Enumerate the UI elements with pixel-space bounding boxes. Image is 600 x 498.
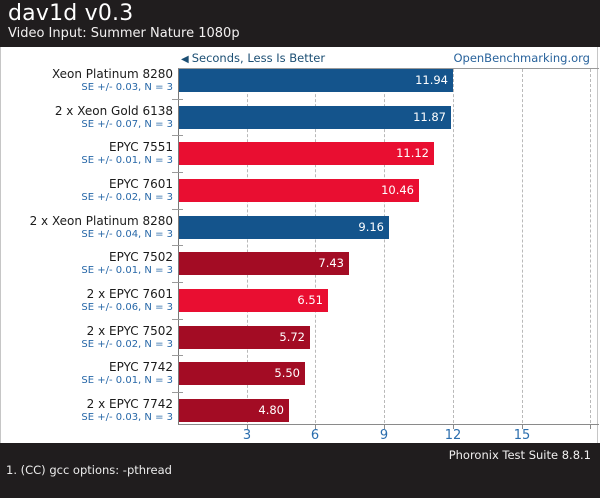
result-value: 11.94 [415, 73, 448, 87]
x-axis-label: 9 [379, 428, 389, 443]
page-title: dav1d v0.3 [8, 1, 134, 26]
result-value: 11.87 [413, 110, 446, 124]
row-label: 2 x EPYC 7601 SE +/- 0.06, N = 3 [1, 287, 173, 314]
standard-error-label: SE +/- 0.02, N = 3 [81, 192, 173, 203]
graph-footer: Phoronix Test Suite 8.8.1 1. (CC) gcc op… [0, 443, 600, 498]
gridline-12 [453, 69, 454, 423]
category-tick [172, 392, 183, 393]
device-name: Xeon Platinum 8280 [51, 67, 173, 81]
device-name: 2 x EPYC 7502 [86, 324, 173, 338]
result-bar: 11.12 [179, 142, 434, 165]
x-axis-tick [315, 424, 316, 429]
device-name: EPYC 7601 [109, 177, 173, 191]
unit-direction-label: ◀ Seconds, Less Is Better [181, 51, 325, 65]
device-name: EPYC 7742 [109, 360, 173, 374]
x-axis-label: 12 [444, 428, 462, 443]
category-tick [172, 135, 183, 136]
standard-error-label: SE +/- 0.01, N = 3 [81, 375, 173, 386]
row-label: EPYC 7502 SE +/- 0.01, N = 3 [1, 250, 173, 277]
device-name: 2 x Xeon Platinum 8280 [29, 214, 173, 228]
category-tick [172, 282, 183, 283]
device-name: 2 x EPYC 7601 [86, 287, 173, 301]
x-axis-label: 6 [310, 428, 320, 443]
x-axis-tick [453, 424, 454, 429]
category-tick [172, 319, 183, 320]
row-label: 2 x EPYC 7502 SE +/- 0.02, N = 3 [1, 324, 173, 351]
result-bar: 11.94 [179, 69, 453, 92]
result-value: 5.72 [279, 330, 305, 344]
result-value: 10.46 [381, 183, 414, 197]
result-bar: 4.80 [179, 399, 289, 422]
unit-direction-text: Seconds, Less Is Better [191, 51, 326, 65]
row-label: 2 x Xeon Gold 6138 SE +/- 0.07, N = 3 [1, 104, 173, 131]
result-value: 9.16 [358, 220, 384, 234]
row-label: EPYC 7742 SE +/- 0.01, N = 3 [1, 360, 173, 387]
result-value: 11.12 [396, 146, 429, 160]
result-bar: 11.87 [179, 106, 451, 129]
x-axis-label: 3 [242, 428, 252, 443]
category-tick [172, 245, 183, 246]
x-axis-tick [590, 424, 591, 429]
compiler-footnote: 1. (CC) gcc options: -pthread [6, 463, 172, 477]
standard-error-label: SE +/- 0.06, N = 3 [81, 302, 173, 313]
gridline-3 [247, 69, 248, 423]
category-tick [172, 172, 183, 173]
row-label: Xeon Platinum 8280 SE +/- 0.03, N = 3 [1, 67, 173, 94]
x-axis-tick [384, 424, 385, 429]
standard-error-label: SE +/- 0.01, N = 3 [81, 265, 173, 276]
standard-error-label: SE +/- 0.04, N = 3 [81, 229, 173, 240]
device-name: EPYC 7502 [109, 250, 173, 264]
graph-header: dav1d v0.3 Video Input: Summer Nature 10… [0, 0, 600, 47]
device-name: 2 x Xeon Gold 6138 [54, 104, 173, 118]
x-axis-label: 15 [513, 428, 531, 443]
test-suite-version: Phoronix Test Suite 8.8.1 [448, 448, 591, 462]
device-name: 2 x EPYC 7742 [86, 397, 173, 411]
result-bar: 9.16 [179, 216, 389, 239]
plot-frame [178, 68, 599, 425]
standard-error-label: SE +/- 0.07, N = 3 [81, 119, 173, 130]
category-tick [172, 99, 183, 100]
result-value: 5.50 [274, 366, 300, 380]
gridline-6 [315, 69, 316, 423]
result-bar: 5.50 [179, 362, 305, 385]
row-label: 2 x Xeon Platinum 8280 SE +/- 0.04, N = 3 [1, 214, 173, 241]
row-label: EPYC 7601 SE +/- 0.02, N = 3 [1, 177, 173, 204]
result-bar: 5.72 [179, 326, 310, 349]
result-value: 4.80 [258, 403, 284, 417]
chart-area: ◀ Seconds, Less Is Better OpenBenchmarkin… [0, 47, 599, 443]
result-value: 6.51 [297, 293, 323, 307]
result-bar: 10.46 [179, 179, 419, 202]
page-subtitle: Video Input: Summer Nature 1080p [8, 26, 240, 41]
category-tick [172, 209, 183, 210]
openbenchmarking-link[interactable]: OpenBenchmarking.org [453, 51, 590, 65]
gridline-9 [384, 69, 385, 423]
x-axis-tick [522, 424, 523, 429]
gridline-15 [522, 69, 523, 423]
standard-error-label: SE +/- 0.03, N = 3 [81, 82, 173, 93]
x-axis-tick [247, 424, 248, 429]
standard-error-label: SE +/- 0.01, N = 3 [81, 155, 173, 166]
standard-error-label: SE +/- 0.02, N = 3 [81, 339, 173, 350]
left-arrow-icon: ◀ [181, 54, 189, 65]
result-bar: 7.43 [179, 252, 349, 275]
result-value: 7.43 [318, 256, 344, 270]
gridline-18 [590, 69, 591, 423]
device-name: EPYC 7551 [109, 140, 173, 154]
row-label: EPYC 7551 SE +/- 0.01, N = 3 [1, 140, 173, 167]
row-label: 2 x EPYC 7742 SE +/- 0.03, N = 3 [1, 397, 173, 424]
category-tick [172, 355, 183, 356]
standard-error-label: SE +/- 0.03, N = 3 [81, 412, 173, 423]
result-bar: 6.51 [179, 289, 328, 312]
